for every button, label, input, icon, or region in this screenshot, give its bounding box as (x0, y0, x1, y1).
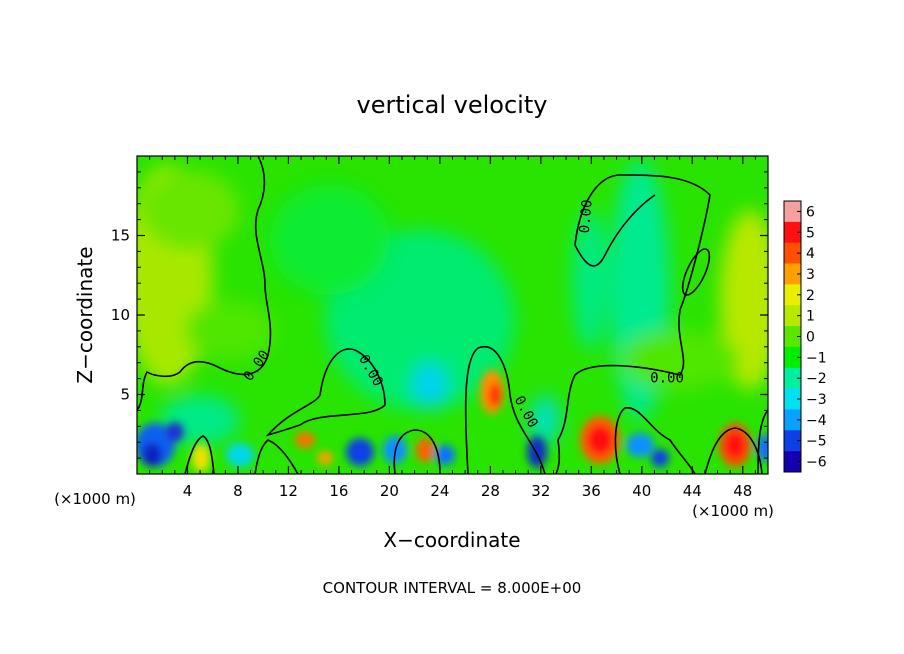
contour-line-edge-right (757, 409, 768, 474)
y-tick-label: 10 (111, 306, 130, 324)
contour-label: 0.00 (650, 371, 684, 387)
colorbar-label: −5 (806, 434, 827, 450)
colorbar-label: 5 (806, 225, 815, 241)
colorbar-swatch (784, 201, 801, 223)
colorbar-swatch (784, 305, 801, 327)
x-tick-label: 4 (183, 482, 193, 500)
colorbar-label: 4 (806, 246, 815, 262)
contour-line-bottom-right (614, 407, 696, 474)
colorbar-swatch (784, 284, 801, 306)
colorbar: 6 5 4 3 2 1 0 −1 −2 −3 −4 −5 −6 (783, 200, 827, 473)
contour-line-bottom-left (184, 435, 215, 474)
x-tick-label: 24 (430, 482, 449, 500)
contour-line-right-inner (574, 194, 656, 267)
contour-label: 0.00 (577, 199, 596, 234)
x-tick-label: 40 (632, 482, 651, 500)
x-tick-label: 48 (733, 482, 752, 500)
colorbar-label: 6 (806, 204, 815, 220)
strong-cells-layer (137, 370, 768, 472)
contour-line-bottom-left-2 (254, 439, 299, 474)
colorbar-label: 1 (806, 309, 815, 325)
colorbar-swatch (784, 326, 801, 348)
contour-line-right (555, 174, 711, 474)
contour-interval-note: CONTOUR INTERVAL = 8.000E+00 (323, 579, 582, 597)
x-axis-label: X−coordinate (383, 528, 520, 552)
y-tick-label: 15 (111, 227, 130, 245)
heatmap-field: 0.00 0.000.000.000.00 (137, 156, 768, 474)
x-tick-label: 36 (582, 482, 601, 500)
x-tick-label: 28 (481, 482, 500, 500)
colorbar-swatch (784, 409, 801, 431)
x-axis-right-unit-label: (×1000 m) (692, 502, 774, 520)
x-axis-ticks: 4 8 12 16 20 24 28 32 36 40 44 48 (149, 156, 756, 500)
x-tick-label: 20 (380, 482, 399, 500)
x-tick-label: 44 (683, 482, 702, 500)
colorbar-label: −1 (806, 350, 827, 366)
contour-line-left (137, 156, 272, 411)
colorbar-swatch (784, 346, 801, 369)
colorbar-swatch (784, 242, 801, 264)
colorbar-label: 2 (806, 288, 815, 304)
colorbar-label: −4 (806, 413, 827, 429)
contour-loop-right (681, 248, 711, 296)
colorbar-swatch (784, 430, 801, 452)
contour-line-center-left (265, 348, 386, 437)
colorbar-swatch (784, 263, 801, 285)
y-axis-ticks: 5 10 15 (111, 171, 768, 459)
contour-line-center (464, 345, 546, 474)
colorbar-label: −2 (806, 371, 827, 387)
colorbar-swatch (784, 451, 801, 473)
smooth-field-layer (137, 160, 768, 445)
colorbar-label: 0 (806, 330, 815, 346)
y-tick-label: 5 (120, 386, 130, 404)
colorbar-swatch (784, 221, 801, 243)
chart-title: vertical velocity (357, 91, 548, 119)
zero-contours (137, 156, 768, 474)
x-tick-label: 12 (279, 482, 298, 500)
contour-line-bottom-center (393, 429, 441, 474)
y-axis-label: Z−coordinate (73, 246, 97, 383)
x-tick-label: 16 (329, 482, 348, 500)
colorbar-label: −6 (806, 455, 827, 471)
x-tick-label: 8 (233, 482, 243, 500)
colorbar-swatch (784, 367, 801, 389)
colorbar-swatch (784, 388, 801, 410)
colorbar-label: 3 (806, 267, 815, 283)
colorbar-label: −3 (806, 392, 827, 408)
x-tick-label: 32 (531, 482, 550, 500)
x-axis-left-unit-label: (×1000 m) (54, 490, 136, 508)
